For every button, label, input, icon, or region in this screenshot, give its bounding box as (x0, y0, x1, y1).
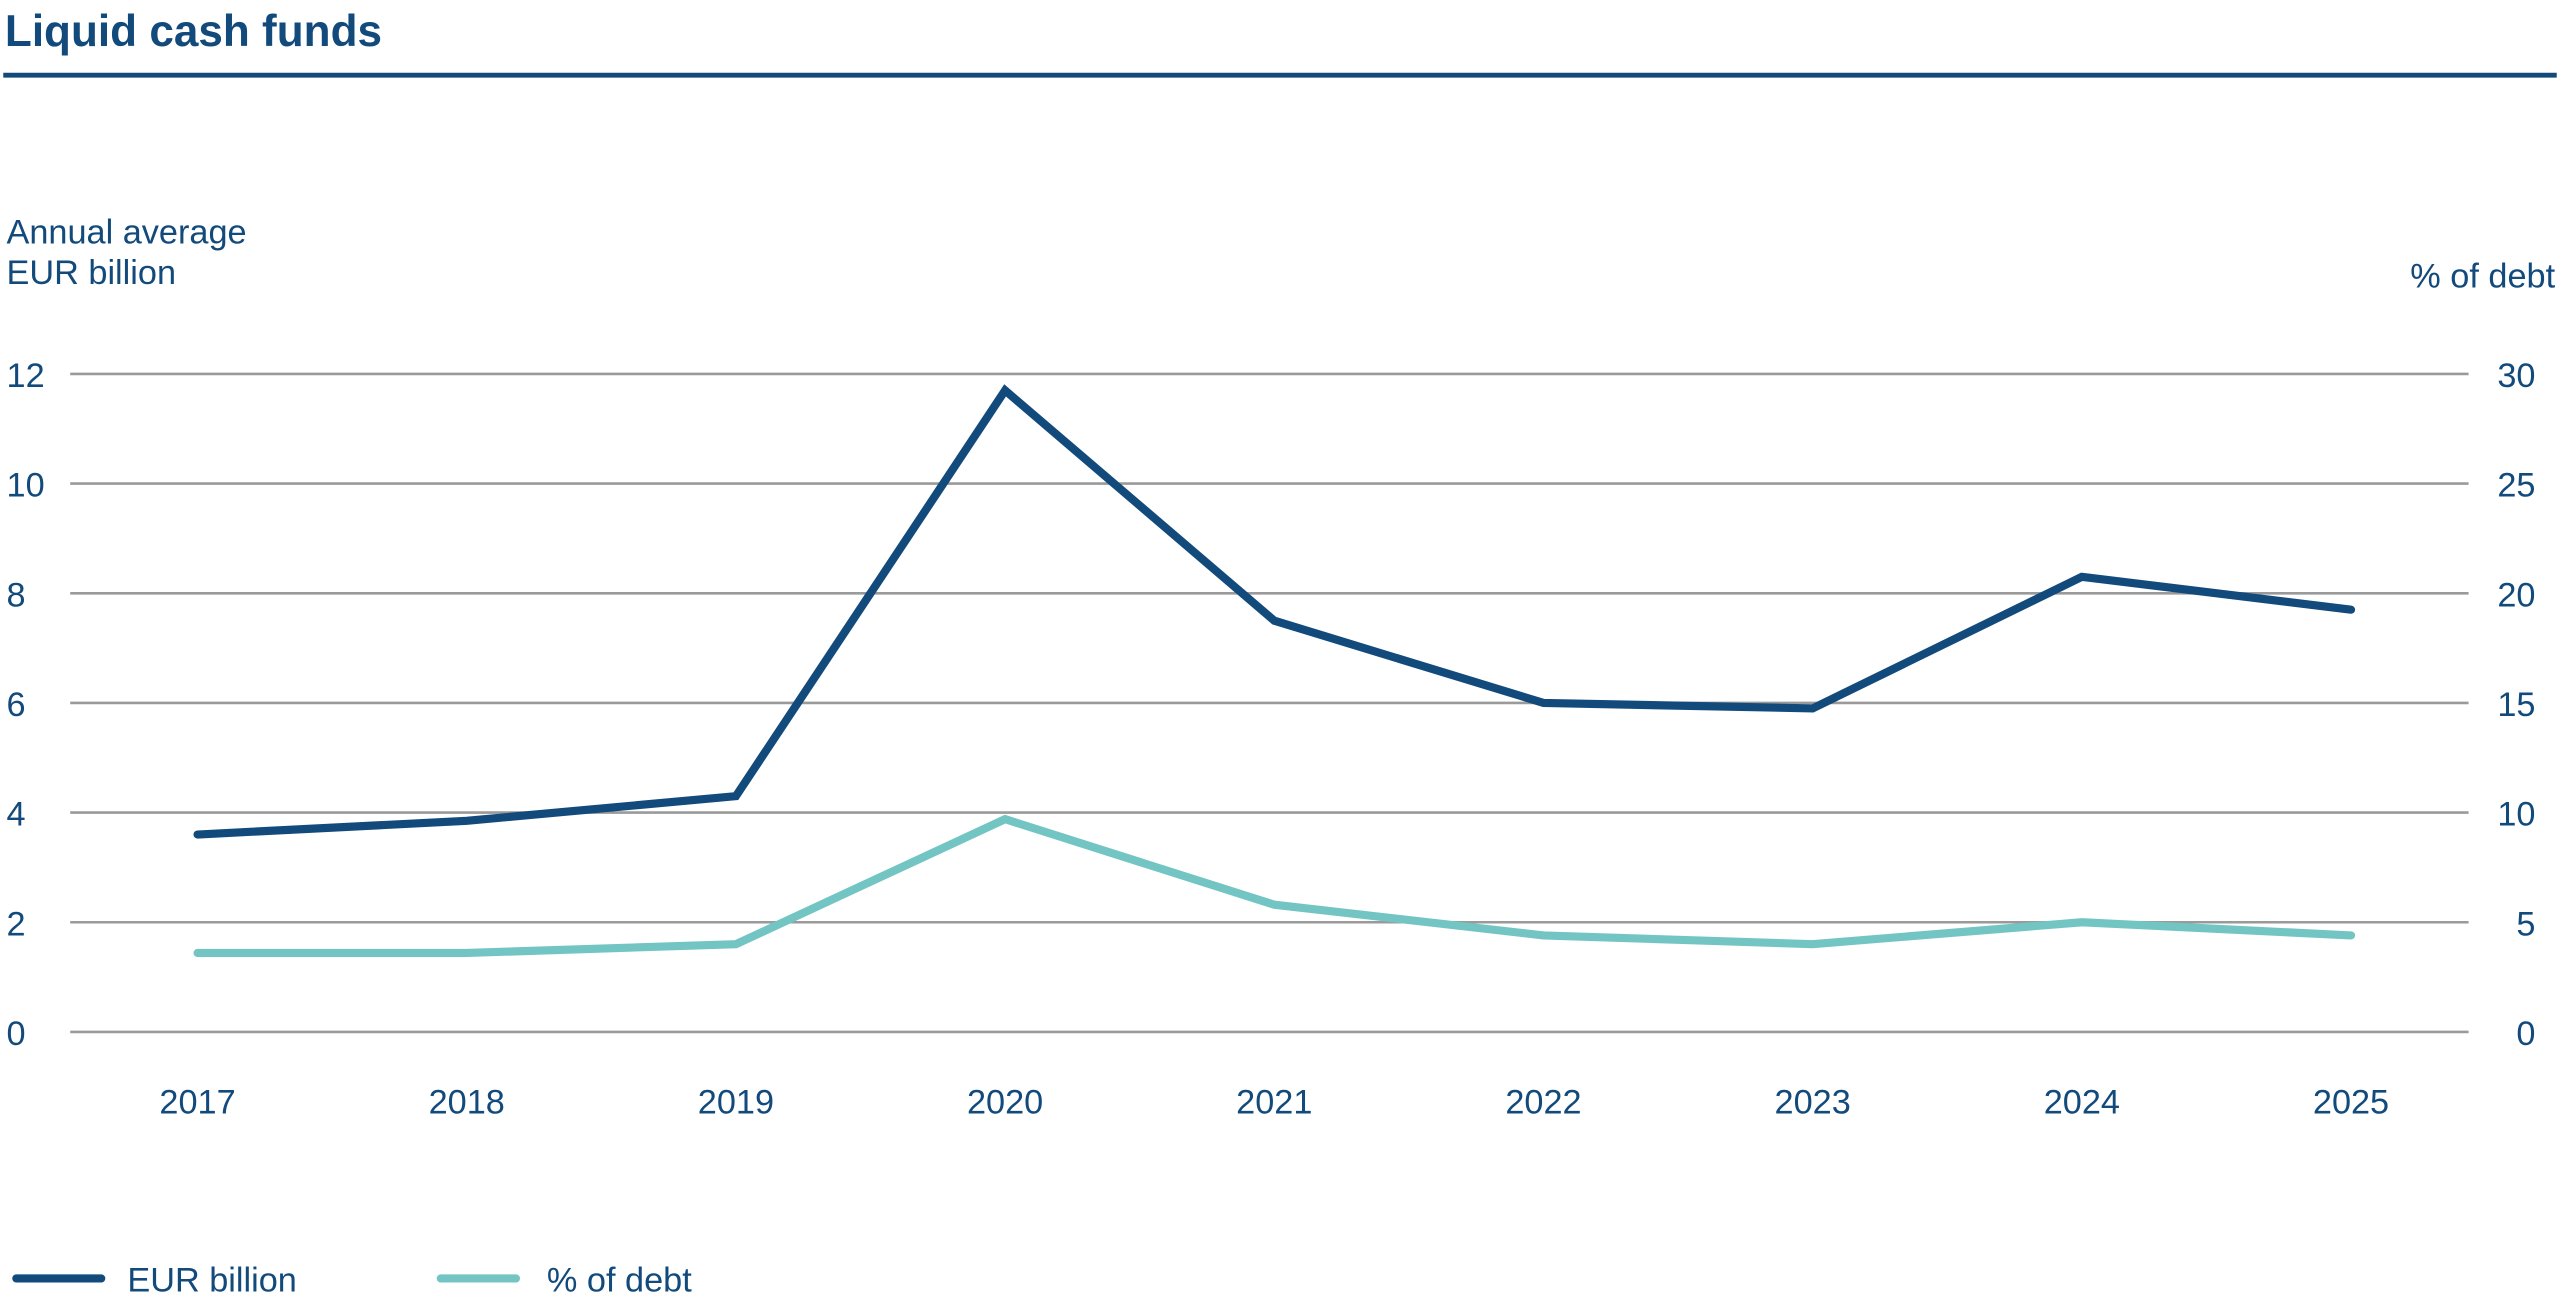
x-tick-label: 2022 (1505, 1084, 1581, 1122)
left-tick-label: 12 (7, 357, 45, 395)
right-tick-label: 5 (2516, 905, 2535, 943)
series-line-eur-billion (193, 384, 2356, 839)
right-tick-label: 15 (2497, 686, 2535, 724)
right-tick-label: 25 (2497, 467, 2535, 505)
legend-label-debt: % of debt (547, 1261, 692, 1299)
right-tick-label: 0 (2516, 1015, 2535, 1053)
x-tick-label: 2020 (967, 1084, 1043, 1122)
x-tick-label: 2018 (429, 1084, 505, 1122)
left-tick-label: 2 (7, 905, 26, 943)
right-axis-label: % of debt (2410, 257, 2555, 295)
left-axis-label-line2: EUR billion (7, 254, 176, 292)
right-tick-label: 10 (2497, 796, 2535, 834)
right-tick-label: 30 (2497, 357, 2535, 395)
chart-title: Liquid cash funds (5, 7, 382, 56)
left-tick-label: 10 (7, 467, 45, 505)
x-tick-label: 2023 (1775, 1084, 1851, 1122)
series-lines (193, 384, 2356, 958)
left-tick-label: 4 (7, 796, 26, 834)
left-tick-label: 0 (7, 1015, 26, 1053)
x-tick-label: 2021 (1236, 1084, 1312, 1122)
x-tick-label: 2025 (2313, 1084, 2389, 1122)
x-tick-label: 2017 (159, 1084, 235, 1122)
x-tick-label: 2019 (698, 1084, 774, 1122)
legend: EUR billion % of debt (12, 1261, 692, 1300)
x-tick-label: 2024 (2044, 1084, 2120, 1122)
series-line-pct-debt (193, 814, 2356, 958)
left-tick-label: 6 (7, 686, 26, 724)
gridlines (70, 372, 2469, 1034)
left-tick-label: 8 (7, 576, 26, 614)
right-tick-label: 20 (2497, 576, 2535, 614)
legend-label-eur: EUR billion (127, 1261, 296, 1299)
left-axis-label-line1: Annual average (7, 213, 247, 251)
